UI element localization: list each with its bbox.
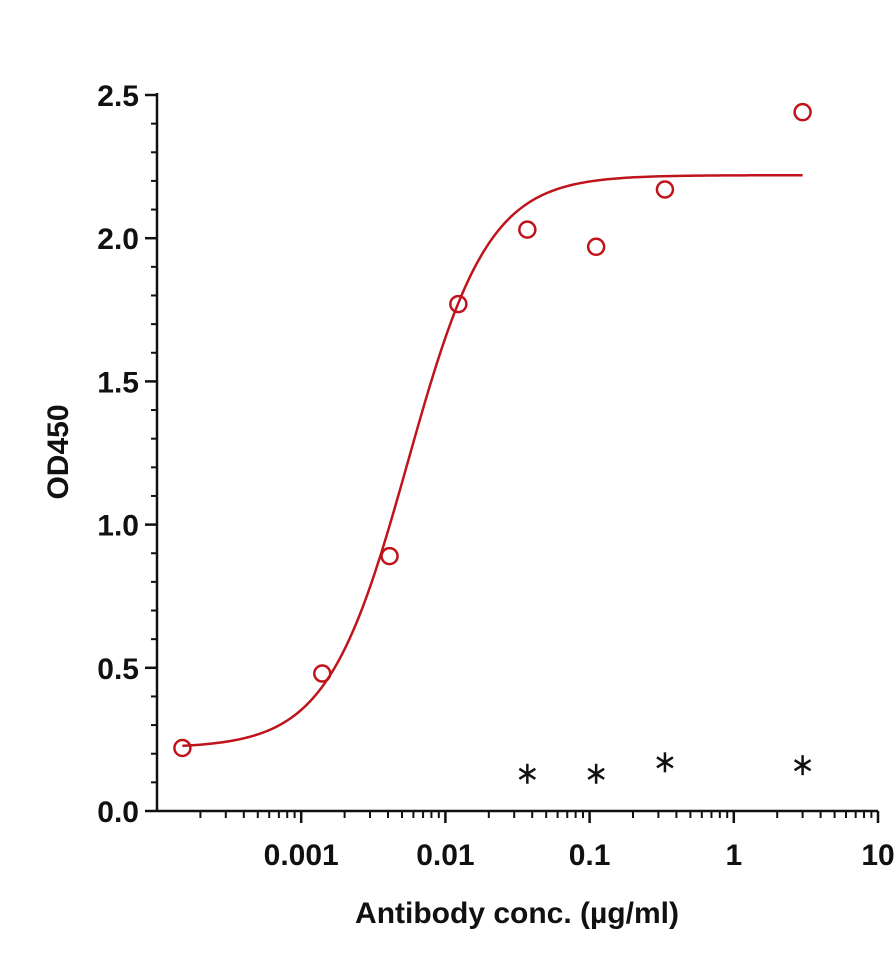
data-point-circle: [173, 738, 192, 758]
x-tick-label: 10: [861, 839, 894, 872]
data-point-circle: [518, 220, 537, 239]
data-points: [173, 102, 812, 784]
y-tick-label: 1.5: [97, 366, 139, 399]
data-point-circle: [655, 180, 675, 199]
y-tick-label: 2.0: [97, 223, 139, 256]
y-tick-label: 0.0: [97, 796, 139, 829]
y-axis-label: OD450: [42, 404, 75, 499]
x-tick-label: 0.001: [264, 839, 339, 872]
x-tick-label: 0.1: [569, 839, 611, 872]
asterisk-stroke: [587, 767, 605, 780]
data-point-circle: [380, 546, 399, 566]
data-point-asterisk: [793, 755, 812, 776]
x-axis-label: Antibody conc. (µg/ml): [355, 897, 679, 930]
fit-curves: [182, 173, 803, 748]
data-point-circle: [313, 664, 332, 683]
asterisk-stroke: [793, 759, 812, 772]
data-point-asterisk: [587, 763, 605, 784]
data-point-circle: [586, 237, 606, 257]
asterisk-stroke: [518, 767, 536, 780]
x-tick-label: 0.01: [416, 839, 474, 872]
axes: 0.0 0.5 1.0 1.5 2.0 2.5 0.001 0.01 0.1 1 10: [97, 80, 894, 872]
data-point-asterisk: [656, 752, 674, 773]
y-tick-label: 0.5: [97, 653, 139, 686]
data-point-circle: [449, 294, 468, 314]
y-tick-label: 1.0: [97, 510, 139, 543]
data-point-asterisk: [518, 763, 536, 784]
data-point-circle: [793, 102, 812, 122]
y-tick-label: 2.5: [97, 80, 139, 113]
asterisk-stroke: [656, 756, 674, 769]
fit-curve-series-1: [182, 173, 803, 748]
x-tick-label: 1: [725, 839, 742, 872]
